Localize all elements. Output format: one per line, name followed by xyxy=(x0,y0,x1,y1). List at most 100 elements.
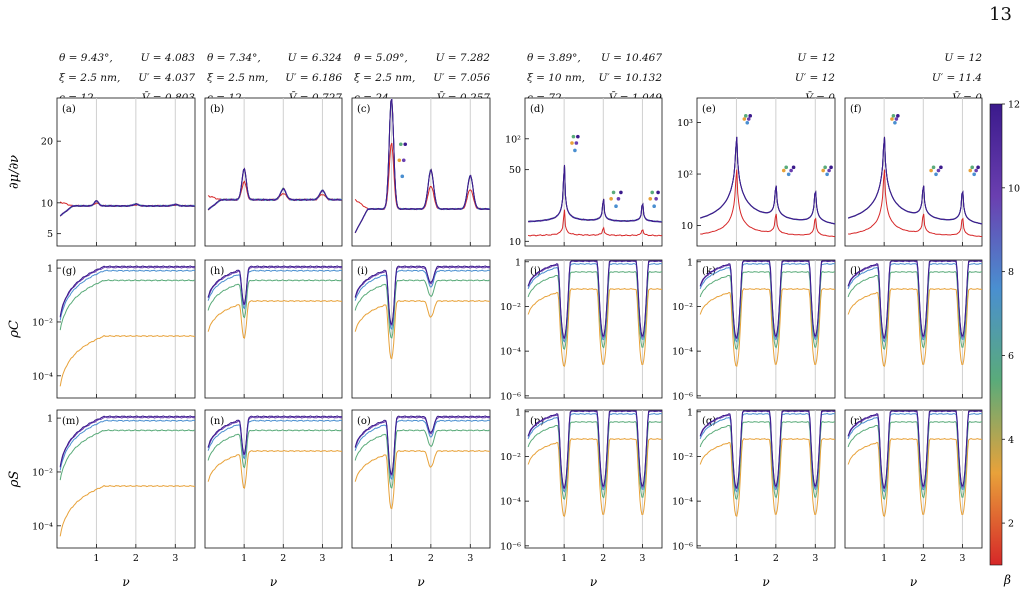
param-right-1-1: U′ = 6.186 xyxy=(285,72,342,84)
series-line-(p)-beta-2 xyxy=(527,438,663,517)
series-line-(l)-beta-4 xyxy=(847,270,983,350)
colorbar-tick-label: 6 xyxy=(1008,351,1014,362)
data-point xyxy=(827,168,831,173)
param-right-2-1: U′ = 7.056 xyxy=(433,72,490,84)
series-line-(e)-beta-1 xyxy=(700,169,836,238)
panel-frame-(f) xyxy=(844,97,983,247)
y-tick-label: 1 xyxy=(515,407,521,418)
colorbar-tick-label: 10 xyxy=(1008,183,1020,194)
panel-label: (f) xyxy=(850,104,862,115)
panel-label: (h) xyxy=(210,266,224,277)
param-right-0-1: U′ = 4.037 xyxy=(138,72,195,84)
data-point xyxy=(570,141,574,145)
series-line-(i)-beta-2 xyxy=(354,299,491,360)
y-tick-label: 1 xyxy=(687,407,693,418)
panel-frame-(k) xyxy=(696,259,836,399)
data-point xyxy=(896,114,900,118)
data-point xyxy=(656,190,660,195)
panel-label: (q) xyxy=(702,416,716,427)
x-tick-label: 1 xyxy=(241,553,247,564)
series-line-(h)-beta-8 xyxy=(207,266,342,306)
panel-label: (j) xyxy=(530,266,541,277)
param-left-1-1: ξ = 2.5 nm, xyxy=(207,72,269,84)
y-tick-label: 1 xyxy=(515,257,521,268)
series-line-(n)-beta-8 xyxy=(207,416,342,456)
x-tick-label: 2 xyxy=(428,553,434,564)
panel-frame-(e) xyxy=(696,97,836,247)
y-tick-label: 10² xyxy=(677,170,693,181)
series-line-(i)-beta-6 xyxy=(354,269,491,330)
series-line-(g)-beta-4 xyxy=(59,279,196,331)
series-line-(m)-beta-10 xyxy=(59,415,196,467)
param-right-5-0: U = 12 xyxy=(944,52,982,64)
x-tick-label: 2 xyxy=(600,553,606,564)
y-tick-label: 10 xyxy=(509,237,521,248)
data-point xyxy=(648,196,653,201)
panel-label: (l) xyxy=(850,266,861,277)
series-line-(h)-beta-2 xyxy=(207,299,343,339)
colorbar-tick-label: 2 xyxy=(1008,519,1014,530)
param-right-3-0: U = 10.467 xyxy=(600,52,662,64)
series-line-(i)-beta-8 xyxy=(354,266,490,326)
x-tick-label: 2 xyxy=(920,553,926,564)
data-point xyxy=(576,134,580,139)
param-right-3-1: U′ = 10.132 xyxy=(598,72,662,84)
series-line-(j)-beta-2 xyxy=(527,288,663,367)
panel-frame-(j) xyxy=(524,259,663,399)
panel-label: (k) xyxy=(702,266,716,277)
y-tick-label: 10⁻² xyxy=(32,467,53,478)
series-line-(l)-beta-2 xyxy=(847,288,983,367)
y-tick-label: 50 xyxy=(509,165,521,176)
data-point xyxy=(972,172,976,177)
param-left-2-1: ξ = 2.5 nm, xyxy=(354,72,416,84)
x-axis-label: ν xyxy=(122,575,129,589)
series-line-(o)-beta-10 xyxy=(354,415,491,475)
series-line-(j)-beta-10 xyxy=(527,260,662,339)
panel-frame-(n) xyxy=(204,409,343,549)
param-left-1-0: θ = 7.34°, xyxy=(207,52,261,64)
data-point xyxy=(403,142,408,147)
series-line-(i)-beta-4 xyxy=(354,279,491,339)
panel-label: (p) xyxy=(530,416,544,427)
y-tick-label: 10⁻⁴ xyxy=(500,347,521,358)
data-point xyxy=(970,165,975,170)
data-point xyxy=(825,172,829,177)
y-tick-label: 10² xyxy=(505,134,521,145)
param-right-2-0: U = 7.282 xyxy=(435,52,490,64)
data-point xyxy=(745,120,750,125)
param-right-1-0: U = 6.324 xyxy=(287,52,342,64)
panel-frame-(d) xyxy=(524,97,663,247)
y-tick-label: 10³ xyxy=(677,118,693,129)
data-point xyxy=(652,204,656,209)
x-tick-label: 3 xyxy=(959,553,965,564)
data-point xyxy=(894,117,899,121)
series-line-(f)-beta-1 xyxy=(848,169,983,238)
y-tick-label: 10 xyxy=(41,198,53,209)
series-line-(d)-beta-10 xyxy=(528,164,663,223)
data-point xyxy=(781,168,786,173)
x-tick-label: 3 xyxy=(319,553,325,564)
series-line-(m)-beta-4 xyxy=(59,429,196,481)
y-tick-label: 10⁻² xyxy=(500,452,521,463)
param-right-4-1: U′ = 12 xyxy=(794,72,835,84)
series-line-(c)-beta-10 xyxy=(354,98,491,234)
series-line-(h)-beta-6 xyxy=(207,269,343,310)
y-tick-label: 10⁻⁴ xyxy=(500,497,521,508)
y-tick-label: 10⁻⁴ xyxy=(32,371,53,382)
series-line-(r)-beta-10 xyxy=(847,410,982,489)
x-tick-label: 1 xyxy=(881,553,887,564)
series-line-(k)-beta-2 xyxy=(699,288,836,367)
series-line-(p)-beta-4 xyxy=(527,420,663,500)
series-line-(h)-beta-10 xyxy=(207,265,343,305)
panel-frame-(l) xyxy=(844,259,983,399)
param-left-3-0: θ = 3.89°, xyxy=(527,52,581,64)
series-line-(j)-beta-4 xyxy=(527,270,663,350)
param-right-4-0: U = 12 xyxy=(797,52,835,64)
panel-label: (e) xyxy=(702,104,716,115)
series-line-(n)-beta-4 xyxy=(207,429,343,469)
data-point xyxy=(743,114,748,118)
panel-frame-(h) xyxy=(204,259,343,399)
x-tick-label: 1 xyxy=(561,553,567,564)
y-tick-label: 10⁻⁴ xyxy=(32,521,53,532)
